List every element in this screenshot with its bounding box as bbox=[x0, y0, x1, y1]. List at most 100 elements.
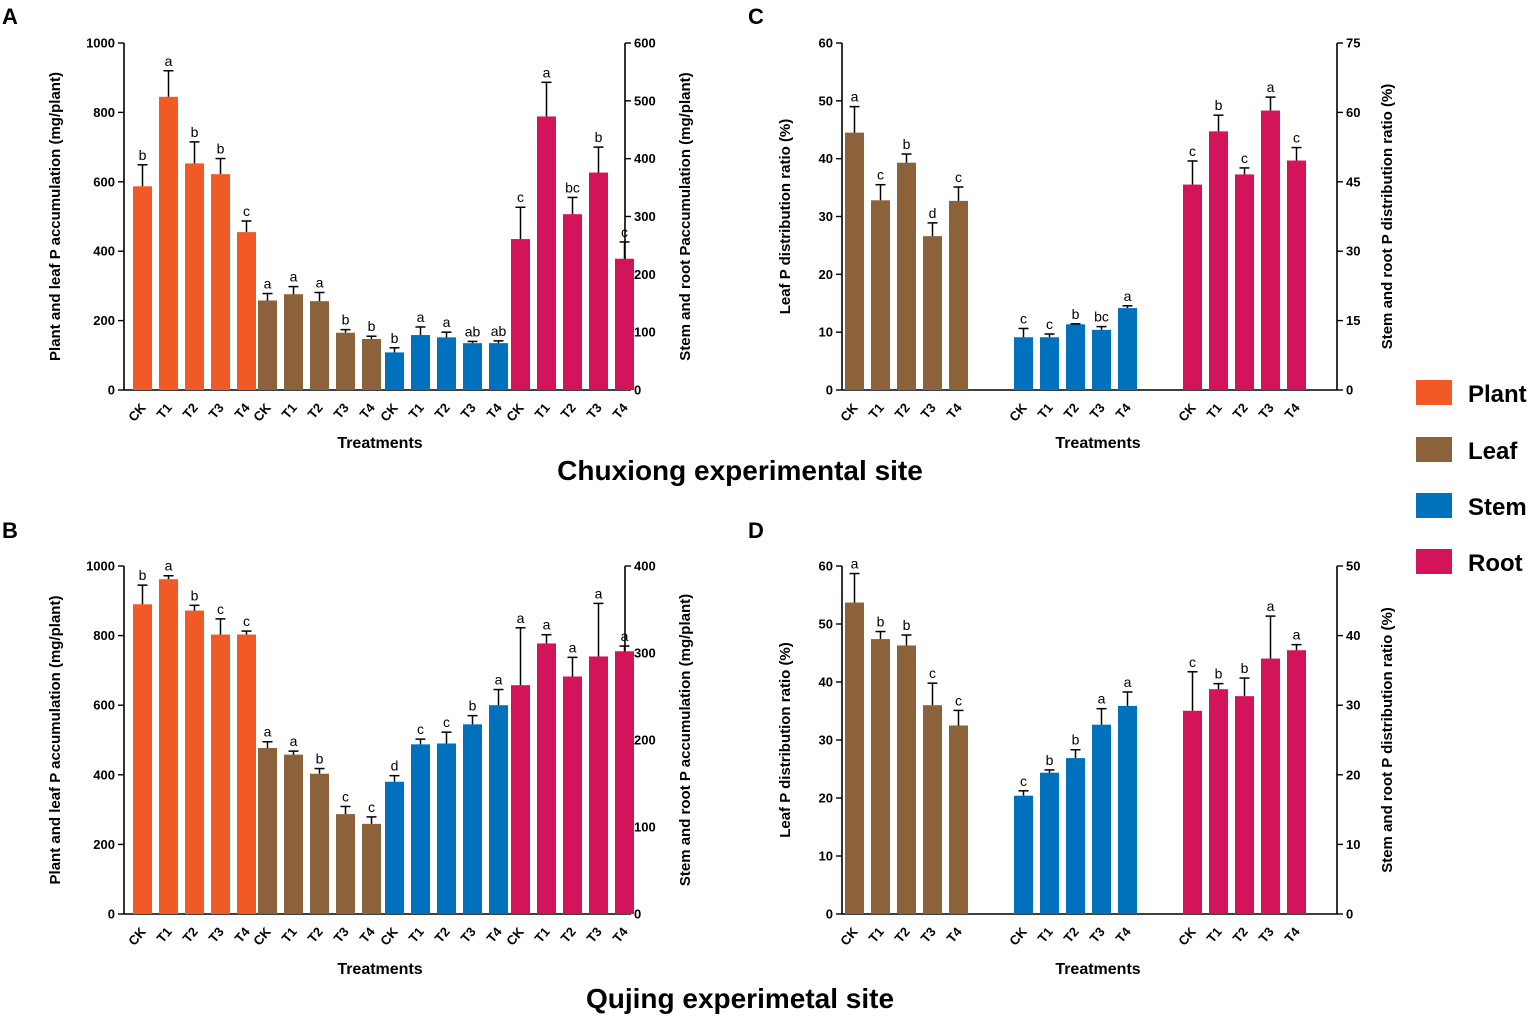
x-tick-label: T2 bbox=[1230, 400, 1251, 421]
x-tick-label: T1 bbox=[406, 400, 427, 421]
significance-letter: c bbox=[1020, 310, 1027, 326]
x-axis-title: Treatments bbox=[337, 961, 422, 978]
x-tick-label: T3 bbox=[206, 924, 227, 945]
y-tick-label-left: 200 bbox=[93, 837, 115, 852]
bar-root-t1 bbox=[537, 643, 556, 914]
x-tick-label: CK bbox=[377, 924, 401, 948]
y-tick-label-right: 400 bbox=[634, 151, 656, 166]
bar-plant-t3 bbox=[211, 634, 230, 914]
bar-plant-t4 bbox=[237, 634, 256, 914]
y-tick-label-left: 20 bbox=[819, 267, 833, 282]
bar-plant-ck bbox=[133, 604, 152, 914]
significance-letter: b bbox=[1215, 666, 1223, 682]
x-tick-label: T1 bbox=[866, 400, 887, 421]
y-tick-label-right: 50 bbox=[1346, 559, 1360, 574]
significance-letter: ab bbox=[491, 323, 507, 339]
x-tick-label: T3 bbox=[458, 924, 479, 945]
bar-stem-t2 bbox=[437, 743, 456, 914]
bar-plant-ck bbox=[133, 186, 152, 390]
chart-panel-a: 0 200 400 600 800 1000 0 100 200 300 400 500 600 Plan… bbox=[47, 36, 694, 453]
significance-letter: b bbox=[469, 698, 477, 714]
x-tick-label: T3 bbox=[584, 924, 605, 945]
x-tick-label: T3 bbox=[1256, 400, 1277, 421]
y-tick-label-left: 30 bbox=[819, 733, 833, 748]
bar-leaf-ck bbox=[258, 300, 277, 390]
significance-letter: b bbox=[1072, 732, 1080, 748]
legend-swatch-root bbox=[1416, 549, 1452, 574]
x-tick-label: CK bbox=[250, 400, 274, 424]
bar-root-ck bbox=[511, 239, 530, 390]
y-tick-label-left: 50 bbox=[819, 617, 833, 632]
y-tick-label-right: 100 bbox=[634, 820, 656, 835]
x-axis-title: Treatments bbox=[1055, 435, 1140, 452]
x-tick-label: T4 bbox=[357, 924, 379, 946]
x-tick-label: T3 bbox=[1087, 924, 1108, 945]
x-tick-label: T4 bbox=[610, 400, 632, 422]
x-tick-label: CK bbox=[1175, 924, 1199, 948]
y-axis-title-left: Leaf P distribution ratio (%) bbox=[777, 642, 794, 838]
significance-letter: a bbox=[621, 628, 629, 644]
panel-label-b: B bbox=[2, 518, 18, 543]
significance-letter: a bbox=[851, 556, 859, 572]
significance-letter: b bbox=[1241, 660, 1249, 676]
bar-root-t2 bbox=[563, 214, 582, 390]
significance-letter: b bbox=[877, 614, 885, 630]
y-tick-label-left: 60 bbox=[819, 559, 833, 574]
y-axis-title-right: Stem and root P accumulation (mg/plant) bbox=[677, 594, 694, 886]
y-tick-label-right: 30 bbox=[1346, 244, 1360, 259]
significance-letter: b bbox=[316, 751, 324, 767]
significance-letter: b bbox=[903, 617, 911, 633]
y-tick-label-right: 60 bbox=[1346, 105, 1360, 120]
bar-root-t2 bbox=[563, 676, 582, 914]
x-tick-label: CK bbox=[1006, 400, 1030, 424]
significance-letter: b bbox=[903, 136, 911, 152]
bar-stem-t4 bbox=[1118, 705, 1137, 914]
x-tick-label: T3 bbox=[331, 400, 352, 421]
significance-letter: a bbox=[290, 733, 298, 749]
y-tick-label-right: 600 bbox=[634, 36, 656, 51]
significance-letter: a bbox=[417, 309, 425, 325]
y-tick-label-left: 10 bbox=[819, 325, 833, 340]
significance-letter: c bbox=[621, 224, 628, 240]
x-tick-label: T2 bbox=[432, 400, 453, 421]
y-tick-label-right: 400 bbox=[634, 559, 656, 574]
bar-plant-t3 bbox=[211, 174, 230, 390]
significance-letter: a bbox=[517, 610, 525, 626]
y-tick-label-left: 600 bbox=[93, 698, 115, 713]
y-tick-label-left: 800 bbox=[93, 105, 115, 120]
bar-leaf-t1 bbox=[871, 200, 890, 390]
x-tick-label: T4 bbox=[1282, 400, 1304, 422]
x-tick-label: T2 bbox=[558, 400, 579, 421]
bar-leaf-t4 bbox=[949, 200, 968, 390]
y-axis-title-left: Plant and leaf P accumulation (mg/plant) bbox=[47, 596, 64, 885]
significance-letter: b bbox=[139, 567, 147, 583]
bar-stem-t4 bbox=[1118, 308, 1137, 390]
y-tick-label-left: 0 bbox=[108, 907, 115, 922]
significance-letter: c bbox=[1241, 150, 1248, 166]
bar-root-ck bbox=[511, 685, 530, 914]
bar-root-ck bbox=[1183, 184, 1202, 390]
bar-root-ck bbox=[1183, 710, 1202, 914]
bar-leaf-t2 bbox=[310, 301, 329, 390]
y-tick-label-right: 100 bbox=[634, 325, 656, 340]
bar-leaf-t1 bbox=[284, 294, 303, 390]
bar-plant-t1 bbox=[159, 96, 178, 390]
bar-root-t2 bbox=[1235, 696, 1254, 914]
x-tick-label: T3 bbox=[584, 400, 605, 421]
bar-root-t4 bbox=[1287, 650, 1306, 914]
site-title-top: Chuxiong experimental site bbox=[557, 455, 923, 486]
significance-letter: a bbox=[569, 639, 577, 655]
x-axis-title: Treatments bbox=[337, 435, 422, 452]
significance-letter: b bbox=[1072, 306, 1080, 322]
x-tick-label: T2 bbox=[1061, 400, 1082, 421]
legend-swatch-leaf bbox=[1416, 437, 1452, 462]
x-tick-label: T1 bbox=[406, 924, 427, 945]
significance-letter: b bbox=[217, 141, 225, 157]
bar-stem-t2 bbox=[1066, 324, 1085, 390]
y-tick-label-right: 15 bbox=[1346, 313, 1360, 328]
bar-stem-ck bbox=[385, 781, 404, 914]
bar-plant-t2 bbox=[185, 610, 204, 914]
y-tick-label-right: 0 bbox=[1346, 907, 1353, 922]
bar-root-t3 bbox=[589, 656, 608, 914]
